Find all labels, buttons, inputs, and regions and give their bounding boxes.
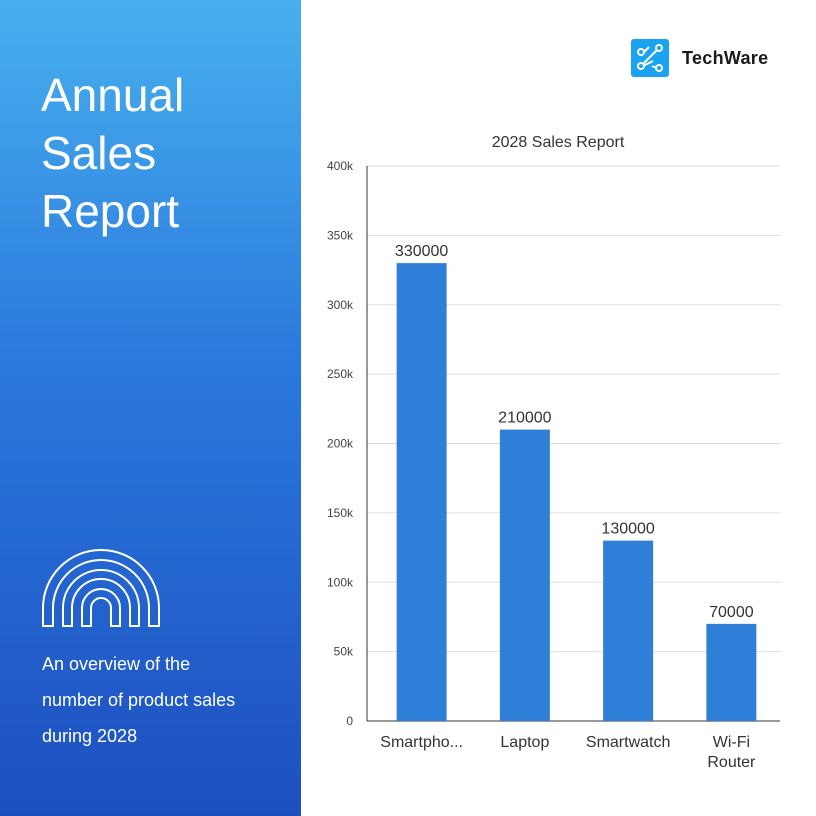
bar — [396, 263, 447, 721]
circuit-logo-icon — [631, 39, 669, 77]
data-label: 130000 — [601, 521, 654, 538]
y-tick-label: 150k — [327, 506, 354, 520]
y-tick-label: 0 — [346, 714, 353, 728]
data-label: 70000 — [709, 604, 754, 621]
x-tick-label: Laptop — [500, 734, 549, 751]
y-tick-label: 100k — [327, 575, 354, 589]
y-tick-label: 200k — [327, 437, 354, 451]
bar — [706, 623, 757, 721]
page-title: Annual Sales Report — [41, 69, 185, 237]
x-tick-label: Smartwatch — [586, 734, 670, 751]
y-tick-label: 350k — [327, 228, 354, 242]
bar — [499, 429, 550, 721]
rainbow-arch-icon — [42, 549, 160, 627]
brand-name: TechWare — [682, 47, 769, 68]
y-tick-label: 250k — [327, 367, 354, 381]
x-tick-label: Smartpho... — [380, 734, 463, 751]
y-tick-label: 50k — [334, 645, 354, 659]
y-tick-label: 300k — [327, 298, 354, 312]
x-tick-label: Wi-Fi Router — [707, 734, 756, 771]
y-tick-label: 400k — [327, 159, 354, 173]
bar — [603, 540, 654, 721]
chart-title: 2028 Sales Report — [492, 134, 625, 151]
brand-logo: TechWare — [631, 39, 768, 77]
page-description: An overview of the number of product sal… — [42, 654, 236, 746]
data-label: 210000 — [498, 410, 551, 427]
sidebar: Annual Sales Report An overview of the n… — [0, 0, 301, 816]
data-label: 330000 — [395, 243, 448, 260]
